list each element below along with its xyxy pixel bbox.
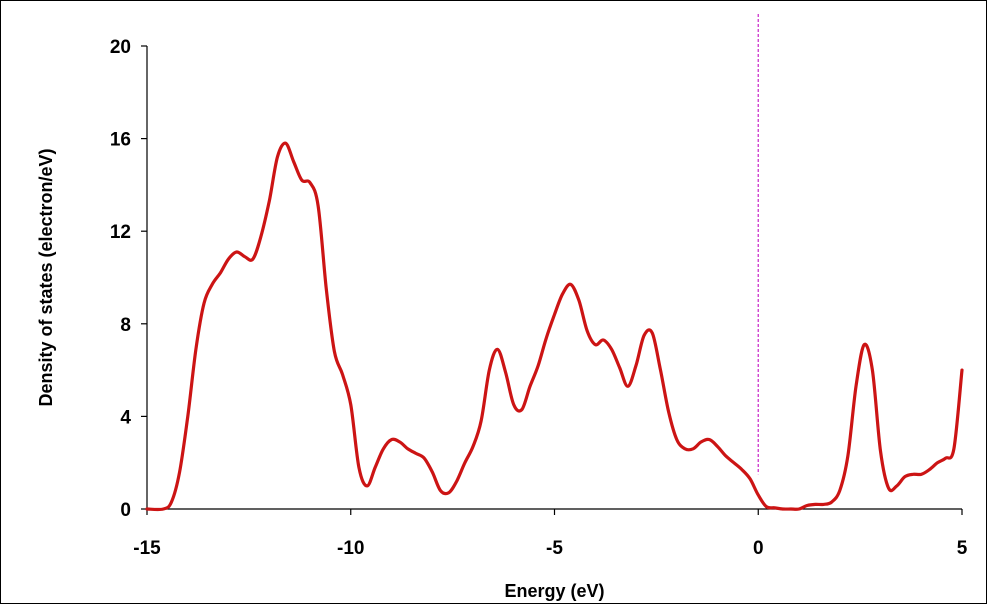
x-tick-label: -5: [546, 538, 563, 559]
x-tick-label: 0: [753, 538, 764, 559]
y-tick-label: 4: [120, 407, 131, 428]
y-tick-label: 12: [110, 222, 131, 243]
y-tick-label: 8: [120, 315, 131, 336]
x-tick-label: -15: [133, 538, 161, 559]
y-axis-ticks: 0 4 8 12 16 20: [110, 37, 147, 521]
y-tick-label: 0: [120, 500, 131, 521]
series-line: [145, 141, 964, 512]
y-tick-label: 16: [110, 130, 131, 151]
y-tick-label: 20: [110, 37, 131, 58]
x-tick-label: -10: [337, 538, 364, 559]
x-axis-title: Energy (eV): [504, 581, 604, 601]
x-tick-label: 5: [957, 538, 968, 559]
y-axis-title: Density of states (electron/eV): [36, 148, 56, 406]
x-axis-ticks: -15 -10 -5 0 5: [133, 509, 968, 559]
